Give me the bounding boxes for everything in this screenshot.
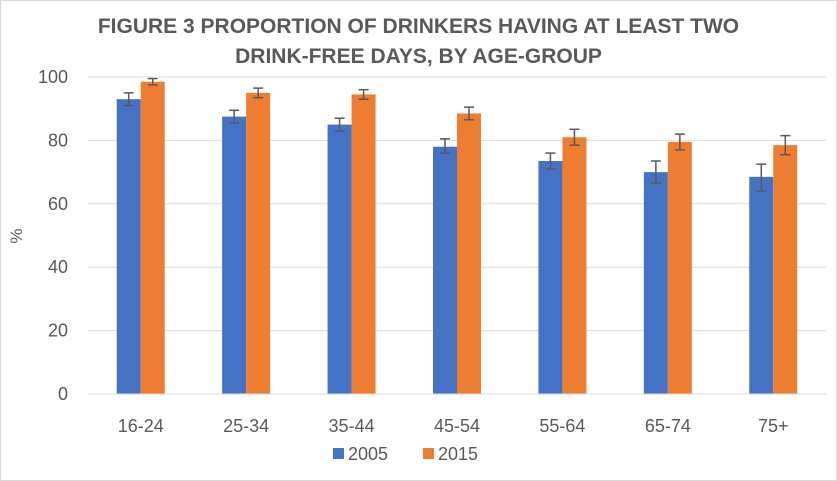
bar-2005-65-74	[643, 172, 668, 394]
legend-swatch-2005	[333, 448, 344, 459]
error-bar-2015-75+	[780, 134, 791, 156]
y-axis-ticks: 0 20 40 60 80 100	[38, 67, 68, 404]
x-tick-label: 75+	[758, 416, 789, 436]
error-bar-2015-25-34	[253, 87, 264, 99]
bar-2015-75+	[773, 145, 798, 394]
bar-2015-16-24	[140, 81, 165, 394]
error-bars	[123, 77, 791, 192]
x-tick-label: 45-54	[434, 416, 480, 436]
bar-2005-25-34	[222, 116, 247, 394]
y-axis-label: %	[7, 228, 26, 243]
bar-2005-55-64	[538, 161, 563, 394]
y-tick-label: 60	[48, 194, 68, 214]
x-axis-ticks: 16-24 25-34 35-44 45-54 55-64 65-74 75+	[118, 416, 789, 436]
chart-title-line-2: DRINK-FREE DAYS, BY AGE-GROUP	[235, 45, 602, 68]
error-bar-2005-25-34	[229, 109, 240, 124]
error-bar-2015-45-54	[464, 106, 474, 121]
legend: 2005 2015	[333, 444, 478, 464]
legend-swatch-2015	[423, 448, 434, 459]
bar-2015-65-74	[667, 141, 692, 394]
error-bar-2005-65-74	[650, 160, 661, 184]
bar-2015-35-44	[351, 94, 376, 394]
bar-2015-25-34	[246, 92, 271, 394]
legend-label-2005: 2005	[348, 444, 388, 464]
error-bar-2015-65-74	[674, 133, 685, 151]
error-bar-2015-35-44	[358, 88, 369, 100]
x-tick-label: 65-74	[645, 416, 691, 436]
x-tick-label: 25-34	[223, 416, 269, 436]
chart-title: FIGURE 3 PROPORTION OF DRINKERS HAVING A…	[0, 12, 837, 72]
bar-2015-45-54	[457, 113, 481, 394]
error-bar-2015-16-24	[147, 77, 158, 86]
error-bar-2005-16-24	[123, 92, 134, 107]
bar-2005-45-54	[433, 146, 457, 394]
y-tick-label: 20	[48, 321, 68, 341]
x-tick-label: 35-44	[329, 416, 375, 436]
error-bar-2015-55-64	[569, 128, 580, 146]
y-tick-label: 0	[58, 384, 68, 404]
error-bar-2005-35-44	[334, 117, 345, 132]
bar-2005-16-24	[116, 99, 141, 394]
error-bar-2005-45-54	[440, 138, 450, 154]
error-bar-2005-75+	[756, 163, 767, 192]
error-bar-2005-55-64	[545, 152, 556, 170]
bars	[116, 81, 798, 395]
bar-2015-55-64	[562, 137, 587, 395]
y-tick-label: 80	[48, 130, 68, 150]
x-tick-label: 16-24	[118, 416, 164, 436]
chart-title-line-1: FIGURE 3 PROPORTION OF DRINKERS HAVING A…	[97, 15, 740, 38]
y-tick-label: 40	[48, 257, 68, 277]
bar-2005-35-44	[327, 124, 352, 395]
x-tick-label: 55-64	[539, 416, 585, 436]
legend-label-2015: 2015	[438, 444, 478, 464]
y-tick-label: 100	[38, 67, 68, 87]
bar-2005-75+	[749, 176, 774, 394]
